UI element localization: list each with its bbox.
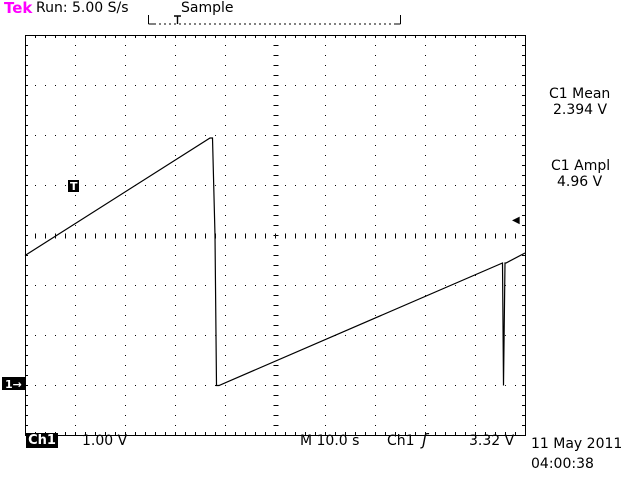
brand-name: Tek (4, 0, 33, 17)
record-position-bracket (148, 15, 401, 25)
timebase: M 10.0 s (300, 433, 360, 449)
ch1-trace (24, 137, 526, 387)
channel-badge: Ch1 (26, 433, 58, 448)
graticule (25, 35, 526, 436)
channel1-ground-marker: 1→ (2, 377, 25, 391)
acquisition-mode: Sample (181, 0, 234, 16)
trigger-level-arrow-icon: ◀ (512, 215, 520, 226)
ch1-waveform-line (24, 137, 526, 387)
time: 04:00:38 (531, 456, 594, 472)
run-status: Run: 5.00 S/s (36, 0, 129, 16)
trigger-level: 3.32 V (469, 433, 515, 449)
measurement-1-value: 2.394 V (553, 102, 608, 118)
measurement-1-label: C1 Mean (549, 86, 611, 102)
measurement-2-value: 4.96 V (557, 174, 603, 190)
date: 11 May 2011 (531, 436, 623, 452)
trigger-point-marker: T (68, 180, 79, 193)
trigger-channel: Ch1 (387, 433, 415, 449)
trigger-position-icon (174, 15, 181, 24)
svg-text:T: T (70, 180, 78, 193)
measurement-2-label: C1 Ampl (551, 158, 611, 174)
volts-per-div: 1.00 V (82, 433, 128, 449)
svg-text:1→: 1→ (5, 378, 22, 391)
trigger-slope-icon: ʃ (422, 430, 428, 449)
